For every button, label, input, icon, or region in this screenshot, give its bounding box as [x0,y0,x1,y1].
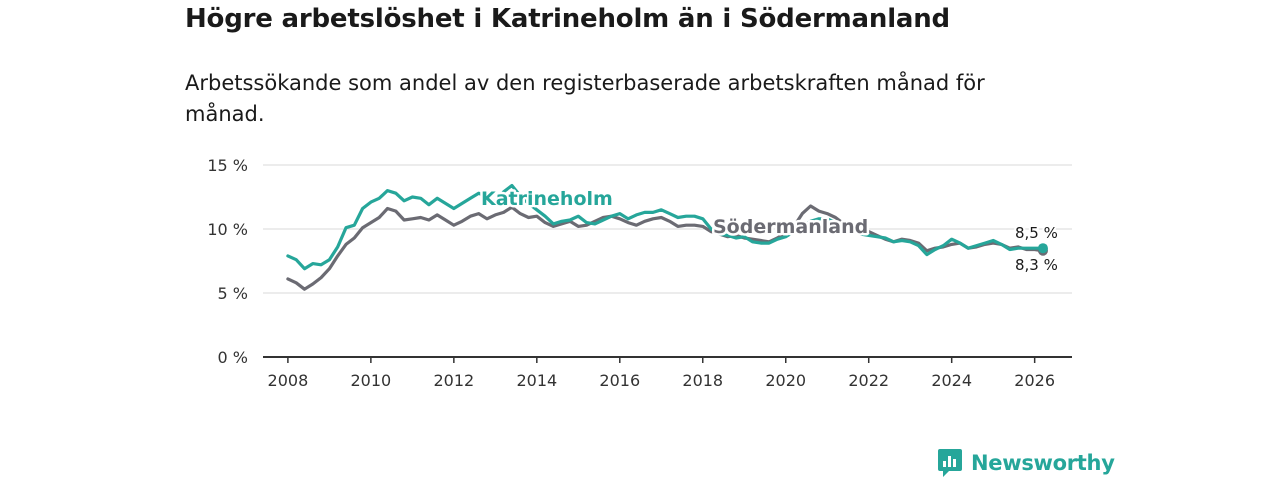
x-tick-label: 2026 [1014,371,1055,390]
x-tick-label: 2022 [848,371,889,390]
y-tick-label: 0 % [218,348,248,367]
brand-name: Newsworthy [971,451,1115,475]
x-tick-label: 2018 [682,371,723,390]
x-tick-label: 2024 [931,371,972,390]
x-tick-label: 2008 [268,371,309,390]
y-tick-label: 5 % [218,284,248,303]
series-end-marker-katrineholm [1037,243,1048,254]
series-line-södermanland [286,204,1045,291]
x-tick-label: 2016 [599,371,640,390]
series-line-katrineholm [286,183,1045,271]
end-value-label-södermanland: 8,3 % [1015,256,1058,274]
end-value-label-katrineholm: 8,5 % [1015,224,1058,242]
newsworthy-brand: Newsworthy [937,448,1115,478]
x-tick-label: 2010 [351,371,392,390]
newsworthy-logo-icon [938,449,962,477]
x-tick-label: 2020 [765,371,806,390]
chart-title: Högre arbetslöshet i Katrineholm än i Sö… [185,4,950,34]
x-tick-label: 2012 [433,371,474,390]
y-tick-label: 15 % [207,156,248,175]
series-label-katrineholm: Katrineholm [481,188,613,210]
x-tick-label: 2014 [516,371,557,390]
chart-subtitle: Arbetssökande som andel av den registerb… [185,71,985,126]
y-tick-label: 10 % [207,220,248,239]
series-label-södermanland: Södermanland [713,216,868,238]
